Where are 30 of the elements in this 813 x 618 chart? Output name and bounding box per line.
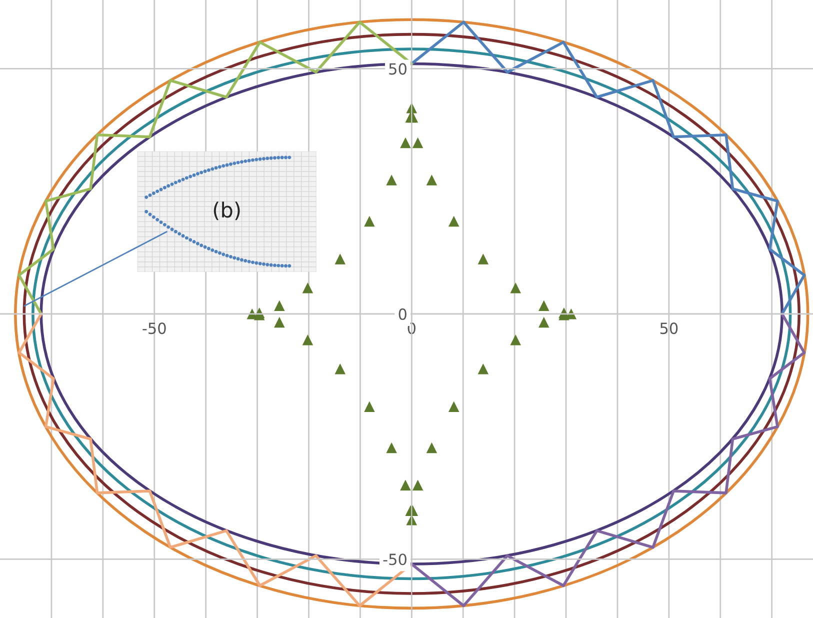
x-tick-label: 50 <box>660 322 678 334</box>
point <box>274 300 285 311</box>
point <box>334 254 346 264</box>
point <box>302 334 314 346</box>
point <box>302 282 314 294</box>
x-tick-label: -50 <box>142 322 166 334</box>
point <box>510 282 521 294</box>
point <box>538 316 550 328</box>
point <box>400 480 411 490</box>
point <box>510 334 521 346</box>
point <box>538 300 550 311</box>
y-tick-label: 0 <box>398 308 406 320</box>
point <box>478 254 489 264</box>
y-tick-label: 50 <box>389 63 406 75</box>
annotation: (b) <box>214 202 240 220</box>
point <box>364 216 375 227</box>
point <box>400 137 411 148</box>
point <box>412 137 424 148</box>
point <box>412 480 424 490</box>
point <box>364 401 375 412</box>
point <box>334 363 346 374</box>
point <box>274 316 285 328</box>
point <box>426 174 438 186</box>
point <box>386 442 397 454</box>
y-tick-label: -50 <box>383 554 406 566</box>
point <box>448 401 460 412</box>
point <box>478 363 489 374</box>
point <box>386 174 397 186</box>
point <box>426 442 438 454</box>
point <box>448 216 460 227</box>
